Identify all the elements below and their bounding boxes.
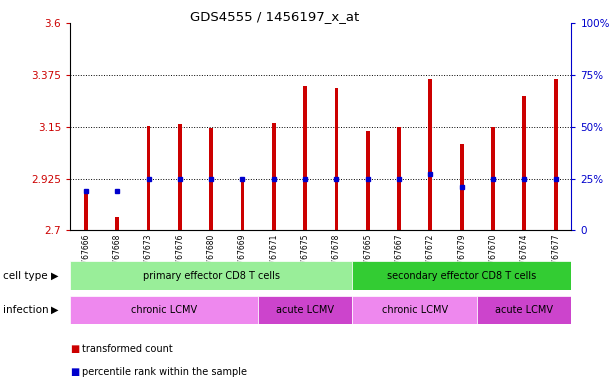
Bar (352, 296, 477, 324)
Text: percentile rank within the sample: percentile rank within the sample (82, 367, 247, 377)
Bar (272, 122, 276, 230)
Bar (178, 124, 181, 230)
Bar (397, 127, 401, 230)
Bar (70, 296, 258, 324)
Bar (352, 261, 571, 290)
Bar (70, 261, 352, 290)
Bar (554, 79, 557, 230)
Bar (522, 96, 526, 230)
Text: GDS4555 / 1456197_x_at: GDS4555 / 1456197_x_at (190, 10, 360, 23)
Bar (84, 190, 88, 230)
Text: ■: ■ (70, 367, 79, 377)
Bar (258, 296, 352, 324)
Bar (491, 127, 495, 230)
Bar (303, 86, 307, 230)
Bar (147, 126, 150, 230)
Text: ■: ■ (70, 344, 79, 354)
Text: chronic LCMV: chronic LCMV (131, 305, 197, 315)
Text: infection: infection (3, 305, 49, 315)
Bar (210, 128, 213, 230)
Bar (335, 88, 338, 230)
Bar (477, 296, 571, 324)
Text: cell type: cell type (3, 270, 48, 281)
Bar (115, 217, 119, 230)
Bar (366, 131, 370, 230)
Text: ▶: ▶ (51, 270, 59, 281)
Bar (241, 177, 244, 230)
Text: transformed count: transformed count (82, 344, 174, 354)
Text: chronic LCMV: chronic LCMV (382, 305, 448, 315)
Text: ▶: ▶ (51, 305, 59, 315)
Text: acute LCMV: acute LCMV (276, 305, 334, 315)
Text: acute LCMV: acute LCMV (496, 305, 554, 315)
Bar (460, 144, 464, 230)
Bar (428, 79, 432, 230)
Text: primary effector CD8 T cells: primary effector CD8 T cells (143, 270, 280, 281)
Text: secondary effector CD8 T cells: secondary effector CD8 T cells (387, 270, 536, 281)
